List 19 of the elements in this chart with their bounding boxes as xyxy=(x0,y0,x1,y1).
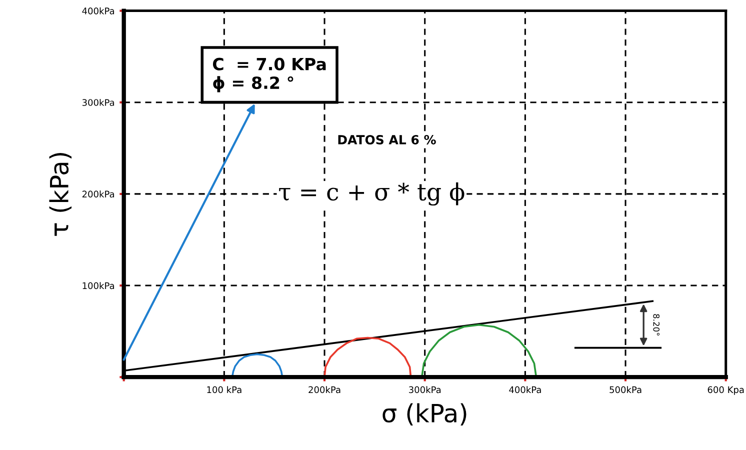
y-tick-label: 200kPa xyxy=(82,190,114,198)
annotation: τ = c + σ * tg ϕ xyxy=(279,182,464,206)
annotation: 8.20° xyxy=(653,314,660,336)
x-tick-label: 200kPa xyxy=(308,386,340,394)
y-tick-label: 100kPa xyxy=(82,282,114,290)
line-series xyxy=(420,324,538,378)
y-tick-label: 300kPa xyxy=(82,98,114,106)
x-tick-label: 400kPa xyxy=(509,386,541,394)
annotation: C = 7.0 KPa ϕ = 8.2 ° xyxy=(212,58,326,92)
x-tick-label: 100 kPa xyxy=(207,386,242,394)
annotation: DATOS AL 6 % xyxy=(338,135,436,144)
x-tick-label: 300kPa xyxy=(409,386,441,394)
y-axis-title: τ (kPa) xyxy=(49,152,72,236)
x-tick-label: 500kPa xyxy=(610,386,642,394)
line-series xyxy=(324,336,412,378)
y-tick-label: 400kPa xyxy=(82,7,114,14)
x-tick-label: 600 Kpa xyxy=(708,386,744,395)
line-series xyxy=(231,353,284,378)
x-axis-title: σ (kPa) xyxy=(382,403,466,426)
